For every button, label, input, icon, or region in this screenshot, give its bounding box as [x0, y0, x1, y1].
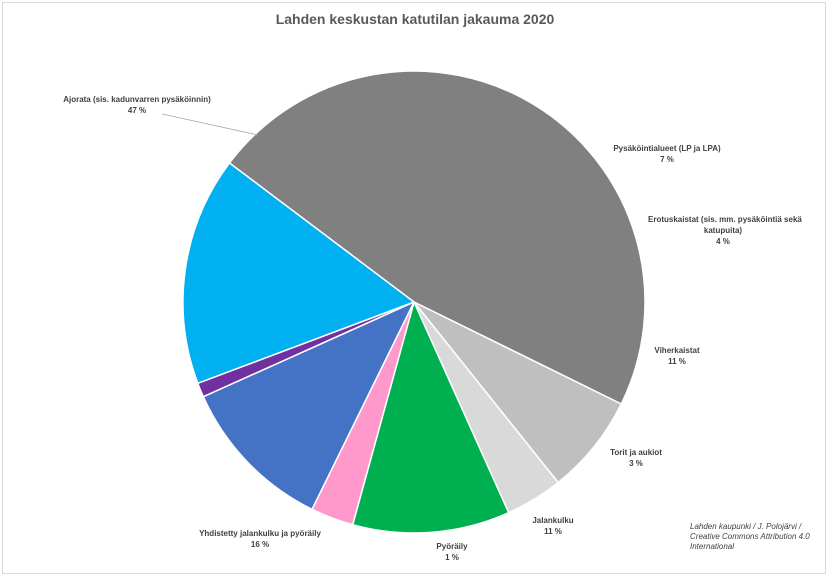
label-viherkaistat-name: Viherkaistat: [654, 346, 700, 355]
label-torit-value: 3 %: [629, 459, 643, 468]
credit-note: Lahden kaupunki / J. Polojärvi / Creativ…: [690, 522, 810, 552]
label-torit-name: Torit ja aukiot: [610, 448, 662, 457]
label-yhdistetty-value: 16 %: [250, 540, 270, 549]
label-pysakointialueet: Pysäköintialueet (LP ja LPA) 7 %: [612, 143, 722, 165]
label-jalankulku-name: Jalankulku: [532, 516, 574, 525]
label-erotuskaistat-name-2: katupuita): [703, 226, 743, 235]
label-pyoraily-value: 1 %: [445, 553, 459, 562]
chart-title: Lahden keskustan katutilan jakauma 2020: [275, 11, 555, 27]
credit-line-2: Creative Commons Attribution 4.0: [690, 532, 810, 541]
pie-slice-pysakointialueet: [413, 301, 623, 484]
pie-slice-viherkaistat: [351, 301, 510, 534]
credit-line-1: Lahden kaupunki / J. Polojärvi /: [690, 522, 802, 531]
label-erotuskaistat-value: 4 %: [716, 237, 730, 246]
label-viherkaistat: Viherkaistat 11 %: [652, 345, 702, 367]
pie-slice-yhdistetty: [182, 162, 415, 385]
label-torit: Torit ja aukiot 3 %: [608, 447, 664, 469]
label-erotuskaistat: Erotuskaistat (sis. mm. pysäköintiä sekä…: [648, 214, 802, 247]
label-pysakointialueet-value: 7 %: [660, 155, 674, 164]
label-ajorata-name: Ajorata (sis. kadunvarren pysäköinnin): [63, 95, 211, 104]
label-yhdistetty: Yhdistetty jalankulku ja pyöräily 16 %: [192, 528, 328, 550]
pie-slice-jalankulku: [202, 301, 415, 511]
label-jalankulku-value: 11 %: [544, 527, 562, 536]
label-pyoraily: Pyöräily 1 %: [432, 541, 472, 563]
credit-line-3: International: [690, 542, 735, 551]
label-pyoraily-name: Pyöräily: [436, 542, 468, 551]
label-viherkaistat-value: 11 %: [668, 357, 686, 366]
leader-line-ajorata: [161, 113, 259, 136]
label-erotuskaistat-name-1: Erotuskaistat (sis. mm. pysäköintiä sekä: [648, 215, 802, 224]
pie-slice-ajorata: [228, 70, 646, 405]
label-ajorata: Ajorata (sis. kadunvarren pysäköinnin) 4…: [62, 94, 212, 116]
label-ajorata-value: 47 %: [127, 106, 147, 115]
label-pysakointialueet-name: Pysäköintialueet (LP ja LPA): [613, 144, 721, 153]
label-jalankulku: Jalankulku 11 %: [528, 515, 578, 537]
label-yhdistetty-name: Yhdistetty jalankulku ja pyöräily: [199, 529, 321, 538]
